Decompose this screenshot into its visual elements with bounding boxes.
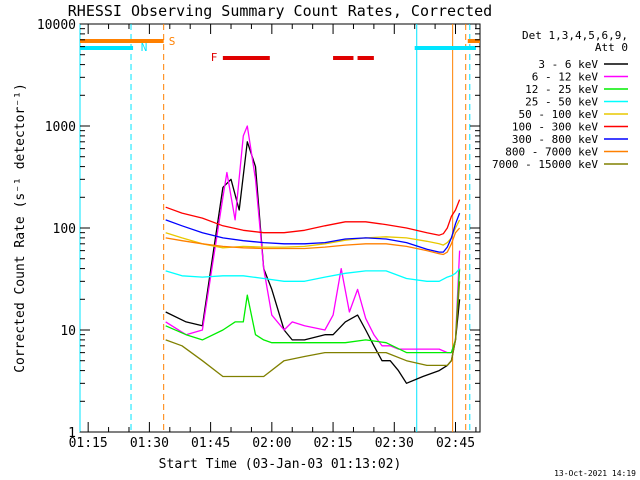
- y-tick-label: 1000: [45, 120, 76, 135]
- x-axis-label: Start Time (03-Jan-03 01:13:02): [159, 457, 402, 472]
- y-axis-label: Corrected Count Rate (s⁻¹ detector⁻¹): [13, 83, 28, 373]
- y-axis: 1 10 100 1000 10000: [37, 18, 480, 441]
- series-line: [165, 212, 461, 253]
- x-tick-label: 01:30: [130, 436, 169, 451]
- series-line: [165, 125, 461, 354]
- x-tick-label: 02:15: [313, 436, 352, 451]
- flag-bars: N S F: [80, 35, 480, 64]
- x-tick-label: 01:15: [69, 436, 108, 451]
- series-line: [165, 199, 461, 236]
- series-line: [165, 281, 461, 378]
- saa-flag-label: S: [169, 35, 176, 48]
- plot-border: [79, 23, 481, 433]
- series-line: [165, 268, 461, 282]
- legend-label: 6 - 12 keV: [532, 71, 599, 84]
- legend-label: 50 - 100 keV: [519, 108, 599, 121]
- y-tick-label: 100: [53, 222, 76, 237]
- x-tick-label: 01:45: [191, 436, 230, 451]
- series-line: [165, 227, 461, 256]
- x-tick-label: 02:45: [436, 436, 475, 451]
- x-tick-label: 02:00: [252, 436, 291, 451]
- series-line: [165, 141, 461, 384]
- x-axis: 01:15 01:30 01:45 02:00 02:15 02:30 02:45: [69, 24, 477, 451]
- legend-header-attenuator: Att 0: [595, 41, 628, 54]
- legend-label: 3 - 6 keV: [538, 58, 598, 71]
- y-tick-label: 10: [60, 324, 76, 339]
- plot-area: [79, 23, 481, 433]
- legend-label: 800 - 7000 keV: [505, 146, 598, 159]
- series-line: [165, 268, 461, 354]
- legend-label: 7000 - 15000 keV: [492, 158, 598, 171]
- flare-flag-label: F: [211, 51, 218, 64]
- legend-header-detectors: Det 1,3,4,5,6,9,: [522, 29, 628, 42]
- x-tick-label: 02:30: [375, 436, 414, 451]
- y-tick-label: 1: [68, 426, 76, 441]
- night-flag-label: N: [141, 41, 148, 54]
- legend-label: 25 - 50 keV: [525, 96, 598, 109]
- timestamp: 13-Oct-2021 14:19: [554, 469, 636, 478]
- y-tick-label: 10000: [37, 18, 76, 33]
- legend-label: 12 - 25 keV: [525, 83, 598, 96]
- flag-vertical-lines: [79, 24, 471, 432]
- chart-title: RHESSI Observing Summary Count Rates, Co…: [68, 2, 492, 20]
- series-lines: [165, 125, 461, 384]
- legend-label: 300 - 800 keV: [512, 133, 598, 146]
- legend-label: 100 - 300 keV: [512, 121, 598, 134]
